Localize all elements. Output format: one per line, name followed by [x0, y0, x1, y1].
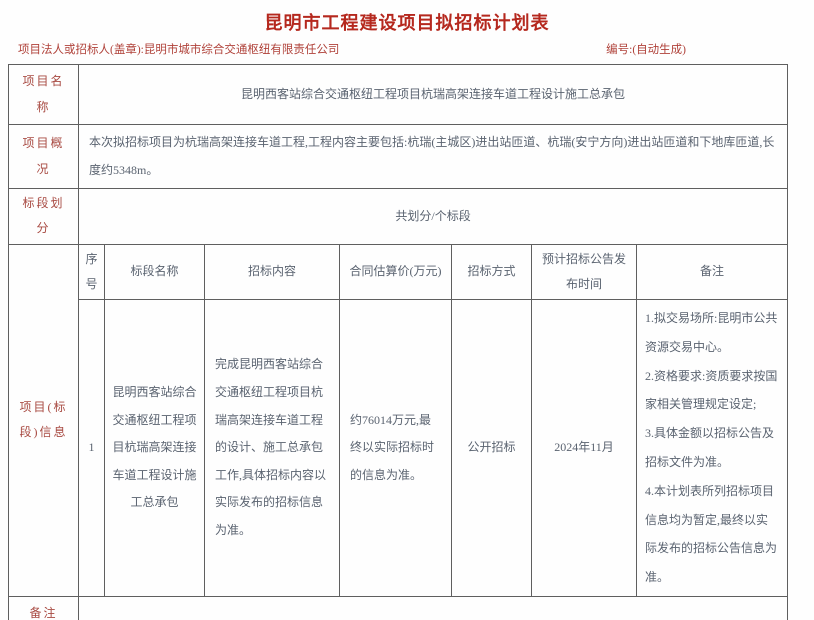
section-info-label: 项目(标段)信息: [8, 243, 79, 597]
remark-value: [77, 595, 789, 620]
page-title: 昆明市工程建设项目拟招标计划表: [264, 13, 550, 33]
col-header-notes: 备注: [635, 243, 789, 300]
note-item: 2.资格要求:资质要求按国家相关管理规定设定;: [645, 368, 778, 412]
cell-section-name: 昆明西客站综合交通枢纽工程项目杭瑞高架连接车道工程设计施工总承包: [104, 298, 205, 597]
project-overview-label: 项目概况: [8, 123, 79, 190]
row-section-division: 标段划分 共划分/个标段: [8, 188, 789, 245]
row-project-overview: 项目概况 本次拟招标项目为杭瑞高架连接车道工程,工程内容主要包括:杭瑞(主城区)…: [8, 123, 789, 190]
cell-announce-time: 2024年11月: [531, 298, 637, 597]
col-header-announce-time: 预计招标公告发布时间: [531, 243, 637, 300]
col-header-bid-content: 招标内容: [204, 243, 340, 300]
col-header-section-name: 标段名称: [104, 243, 205, 300]
cell-notes: 1.拟交易场所:昆明市公共资源交易中心。 2.资格要求:资质要求按国家相关管理规…: [635, 298, 789, 597]
section-division-value: 共划分/个标段: [77, 188, 789, 245]
remark-label: 备注: [8, 595, 79, 620]
bid-table-row: 1 昆明西客站综合交通枢纽工程项目杭瑞高架连接车道工程设计施工总承包 完成昆明西…: [9, 298, 789, 597]
project-name-label: 项目名称: [8, 64, 79, 125]
note-item: 4.本计划表所列招标项目信息均为暂定,最终以实际发布的招标公告信息为准。: [645, 483, 778, 585]
row-remark: 备注: [8, 595, 789, 620]
serial-number: 编号:(自动生成): [606, 44, 686, 56]
meta-row: 项目法人或招标人(盖章):昆明市城市综合交通枢纽有限责任公司 编号:(自动生成): [0, 35, 814, 57]
col-header-bid-method: 招标方式: [451, 243, 532, 300]
cell-bid-method: 公开招标: [451, 298, 532, 597]
cell-bid-content: 完成昆明西客站综合交通枢纽工程项目杭瑞高架连接车道工程的设计、施工总承包工作,具…: [204, 298, 340, 597]
section-division-label: 标段划分: [8, 188, 79, 245]
project-name-value: 昆明西客站综合交通枢纽工程项目杭瑞高架连接车道工程设计施工总承包: [77, 64, 789, 125]
note-item: 1.拟交易场所:昆明市公共资源交易中心。: [645, 310, 778, 354]
cell-estimated-price: 约76014万元,最终以实际招标时的信息为准。: [339, 298, 452, 597]
bid-plan-table: 项目名称 昆明西客站综合交通枢纽工程项目杭瑞高架连接车道工程设计施工总承包 项目…: [8, 64, 789, 620]
project-overview-value: 本次拟招标项目为杭瑞高架连接车道工程,工程内容主要包括:杭瑞(主城区)进出站匝道…: [77, 123, 789, 190]
row-bid-table-header: 项目(标段)信息 序号 标段名称 招标内容 合同估算价(万元) 招标方式 预计招…: [8, 243, 789, 597]
col-header-estimated-price: 合同估算价(万元): [339, 243, 452, 300]
cell-no: 1: [78, 298, 105, 597]
col-header-no: 序号: [78, 243, 105, 300]
applicant-line: 项目法人或招标人(盖章):昆明市城市综合交通枢纽有限责任公司: [18, 44, 340, 56]
row-project-name: 项目名称 昆明西客站综合交通枢纽工程项目杭瑞高架连接车道工程设计施工总承包: [8, 64, 789, 125]
note-item: 3.具体金额以招标公告及招标文件为准。: [645, 426, 775, 469]
